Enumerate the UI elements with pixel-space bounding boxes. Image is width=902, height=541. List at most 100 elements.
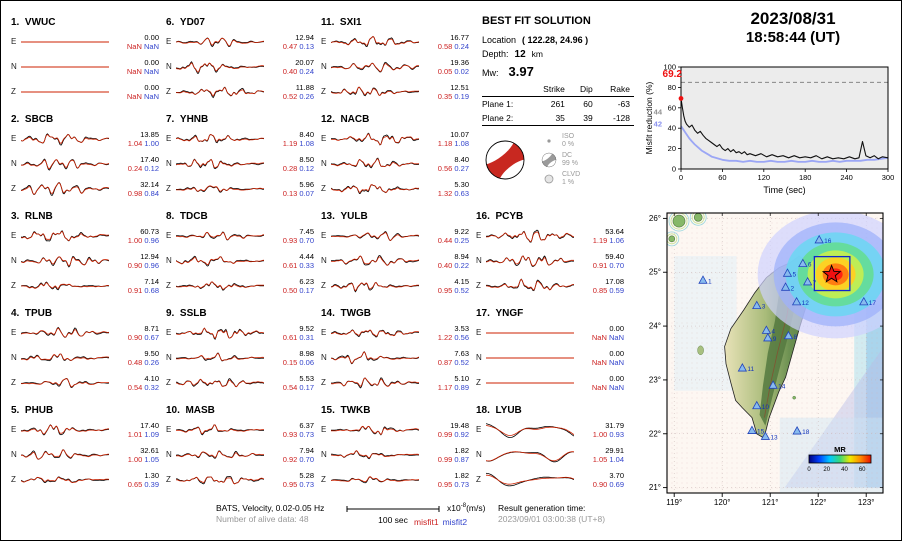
component-values: 1.82 0.95 0.73: [419, 471, 469, 489]
misfit1-value: 0.40: [437, 260, 453, 270]
svg-text:25°: 25°: [649, 268, 661, 277]
station-title: 11. SXI1: [321, 17, 362, 28]
station-title: 18. LYUB: [476, 405, 522, 416]
component-label: N: [321, 450, 327, 459]
component-label: Z: [321, 475, 326, 484]
colorbar: [808, 454, 872, 464]
station-panel-lyub: 18. LYUB E 31.79 1.00 0.93 N 29.91 1.05 1.04 Z 3…: [476, 405, 624, 497]
decomposition-list: ISO 0 % DC 99 % CLVD 1 %: [540, 133, 580, 187]
plane-row: Plane 1: 261 60 -63: [482, 97, 634, 112]
misfit2-legend-label: misfit2: [442, 517, 468, 527]
waveform-yhnb-e: [176, 133, 264, 143]
amplitude-value: 7.14: [144, 276, 159, 286]
component-values: 5.53 0.54 0.17: [264, 374, 314, 392]
waveform-lyub-z: [486, 472, 574, 486]
waveform-twkb-e: [331, 425, 419, 436]
waveform-sbcb-e: [21, 132, 109, 146]
station-panel-sslb: 9. SSLB E 9.52 0.61 0.31 N 8.98 0.15 0.06 Z 5.53…: [166, 308, 314, 400]
amplitude-value: 16.77: [450, 32, 469, 42]
waveform-tpub-z: [21, 377, 109, 388]
misfit1-value: 0.54: [282, 382, 298, 392]
misfit2-value: 0.24: [454, 41, 469, 51]
event-date: 2023/08/31: [750, 9, 836, 28]
plane-col-header: Strike: [529, 83, 569, 97]
component-label: N: [166, 62, 172, 71]
misfit2-value: 0.12: [144, 163, 159, 173]
amplitude-value: 11.88: [295, 82, 314, 92]
waveform-yd07-z: [176, 86, 264, 98]
map-station-5: 5: [782, 268, 796, 278]
svg-text:121°: 121°: [762, 498, 779, 507]
amplitude-value: 3.70: [609, 470, 624, 480]
component-values: 9.22 0.44 0.25: [419, 227, 469, 245]
waveform-tpub-e: [21, 326, 109, 338]
depth-label: Depth:: [482, 49, 509, 59]
misfit1-value: 0.95: [282, 479, 298, 489]
misfit1-value: 0.65: [127, 479, 143, 489]
filter-info: BATS, Velocity, 0.02-0.05 Hz: [216, 503, 325, 513]
amplitude-value: 13.85: [140, 129, 159, 139]
amplitude-value: 0.00: [144, 32, 159, 42]
component-label: Z: [321, 87, 326, 96]
plane-value: -63: [617, 99, 630, 109]
waveform-tdcb-n: [176, 255, 264, 266]
component-values: 0.00 NaN NaN: [109, 83, 159, 101]
map-station-2: 2: [780, 282, 795, 292]
component-values: 4.10 0.54 0.32: [109, 374, 159, 392]
station-title: 17. YNGF: [476, 308, 524, 319]
amplitude-value: 0.00: [144, 82, 159, 92]
waveform-tdcb-e: [176, 230, 264, 240]
component-label: Z: [166, 281, 171, 290]
plane-table-header-row: Strike Dip Rake: [482, 83, 634, 97]
component-label: Z: [321, 281, 326, 290]
station-title: 13. YULB: [321, 211, 368, 222]
misfit1-legend-label: misfit1: [414, 517, 439, 527]
depth-unit: km: [531, 49, 543, 59]
waveform-sslb-z: [176, 377, 264, 387]
amplitude-value: 5.53: [299, 373, 314, 383]
svg-text:13: 13: [770, 434, 778, 441]
station-panel-vwuc: 1. VWUC E 0.00 NaN NaN N 0.00 NaN NaN Z 0.00 NaN …: [11, 17, 159, 109]
misfit2-value: 0.73: [299, 479, 314, 489]
map-station-17: 17: [859, 296, 876, 307]
waveform-vwuc-n: [21, 66, 109, 67]
svg-text:100: 100: [663, 63, 676, 72]
svg-text:80: 80: [668, 83, 676, 92]
misfit1-value: 0.85: [592, 285, 608, 295]
misfit1-value: 0.15: [282, 357, 298, 367]
component-label: E: [476, 425, 482, 434]
map-station-1: 1: [698, 275, 712, 285]
event-datetime: 2023/08/31 18:58:44 (UT): [693, 9, 893, 46]
plane-value: -128: [596, 111, 634, 126]
misfit2-value: 0.92: [454, 429, 469, 439]
misfit2-value: NaN: [143, 91, 159, 101]
component-values: 0.00 NaN NaN: [574, 324, 624, 342]
component-label: E: [166, 425, 172, 434]
amplitude-value: 29.91: [605, 445, 624, 455]
component-label: Z: [321, 184, 326, 193]
svg-text:10: 10: [762, 404, 770, 411]
component-values: 11.88 0.52 0.26: [264, 83, 314, 101]
misfit1-value: 0.91: [127, 285, 143, 295]
amplitude-value: 0.00: [609, 373, 624, 383]
svg-text:Time (sec): Time (sec): [763, 185, 805, 195]
amplitude-value: 4.15: [454, 276, 469, 286]
amplitude-value: 9.22: [454, 226, 469, 236]
map-station-4: 4: [761, 325, 775, 335]
component-values: 5.30 1.32 0.63: [419, 180, 469, 198]
component-label: N: [321, 353, 327, 362]
station-title: 12. NACB: [321, 114, 370, 125]
station-panel-tpub: 4. TPUB E 8.71 0.90 0.67 N 9.50 0.48 0.26 Z 4.10…: [11, 308, 159, 400]
station-title: 2. SBCB: [11, 114, 54, 125]
misfit1-value: 0.95: [437, 479, 453, 489]
station-panel-sxi1: 11. SXI1 E 16.77 0.58 0.24 N 19.36 0.05 0.02 Z 1…: [321, 17, 469, 109]
misfit1-value: 0.44: [437, 235, 453, 245]
component-label: E: [166, 231, 172, 240]
waveform-yngf-n: [486, 357, 574, 358]
waveform-pcyb-e: [486, 229, 574, 243]
station-title: 3. RLNB: [11, 211, 53, 222]
component-values: 3.70 0.90 0.69: [574, 471, 624, 489]
amplitude-value: 0.00: [609, 348, 624, 358]
amplitude-value: 59.40: [605, 251, 624, 261]
amplitude-value: 8.40: [299, 129, 314, 139]
